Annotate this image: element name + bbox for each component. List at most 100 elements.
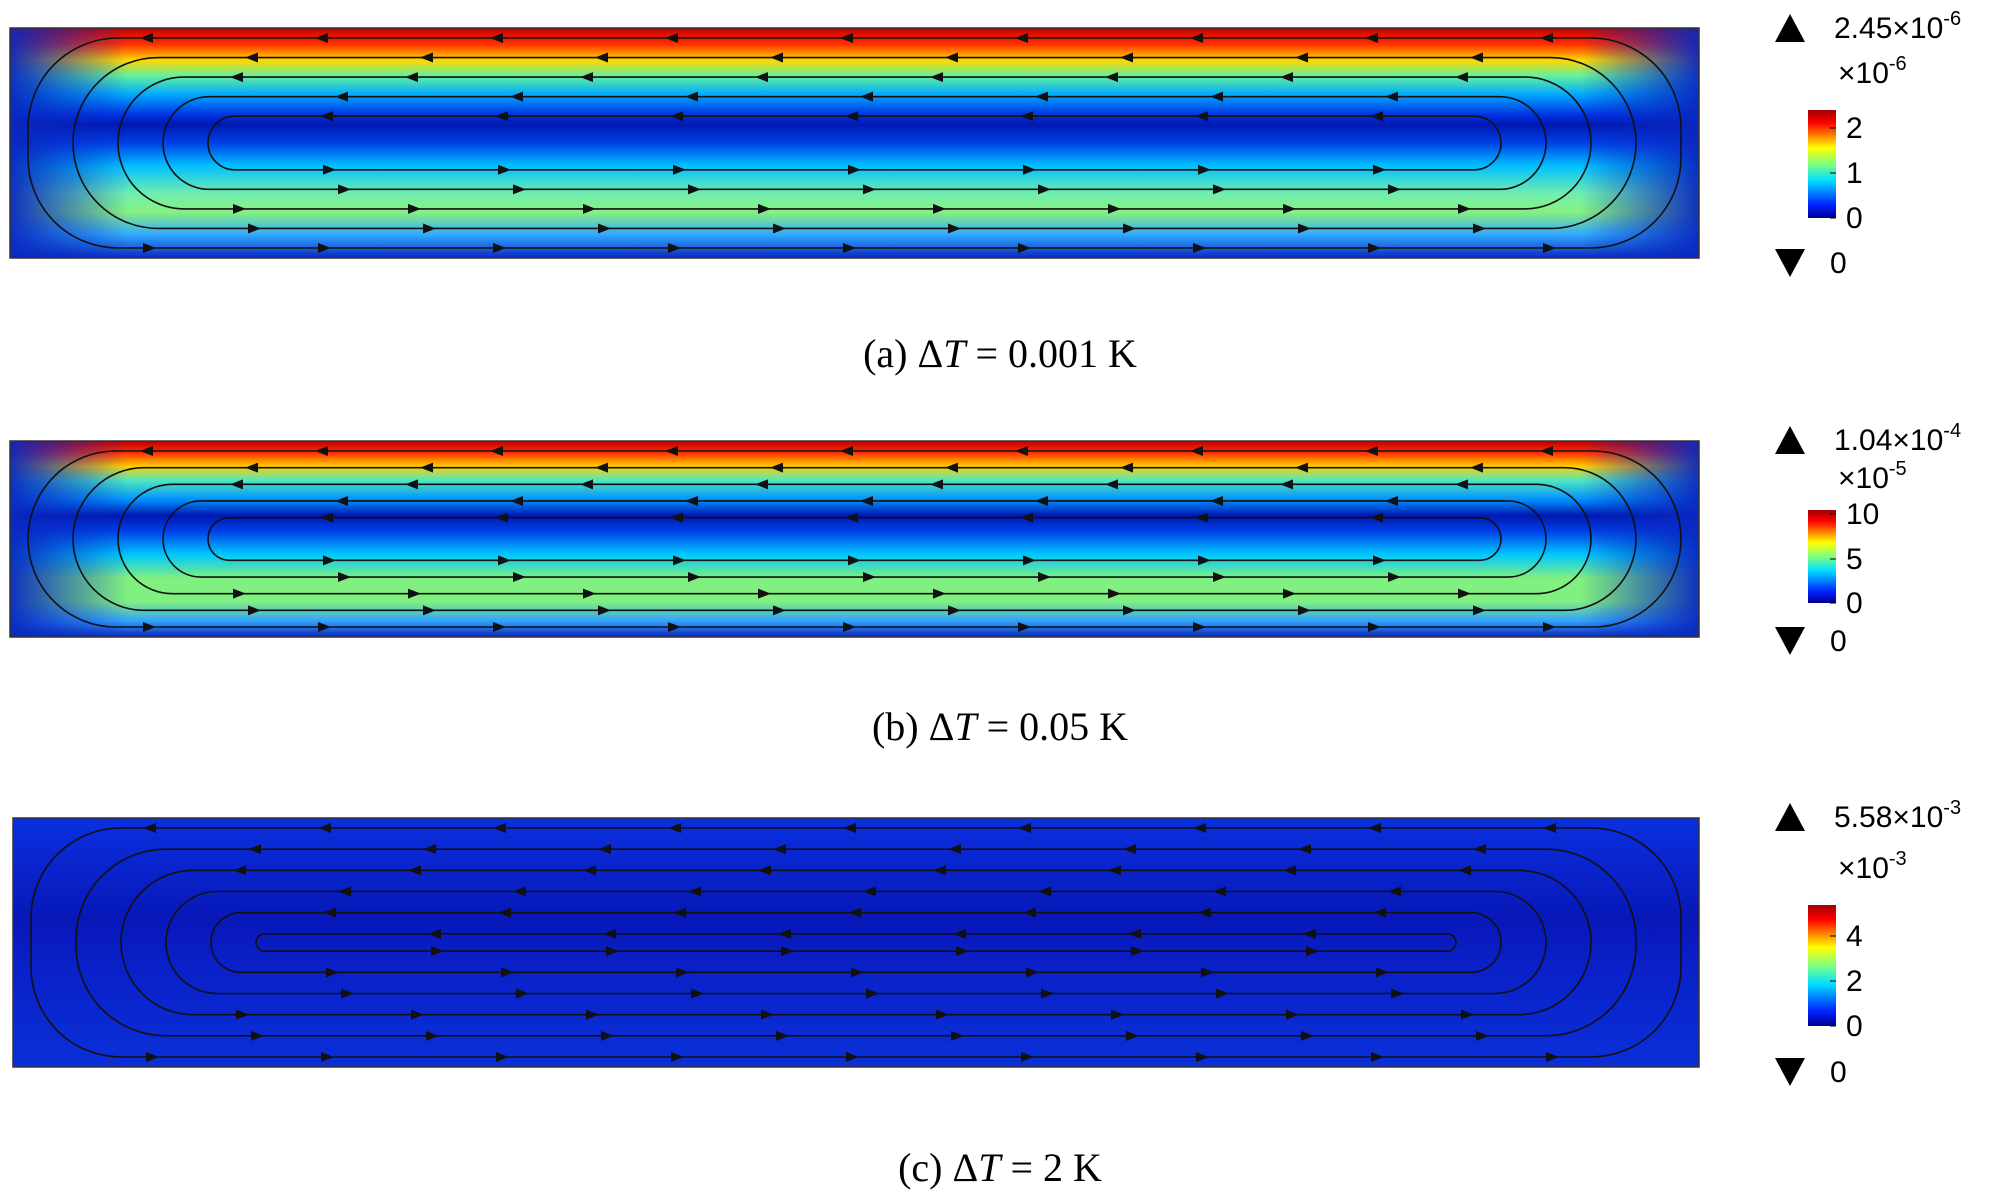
stream-arrow <box>1455 72 1468 83</box>
stream-arrow <box>1368 243 1381 253</box>
stream-arrow <box>676 967 689 978</box>
colorbar-tick-label: 0 <box>1846 587 1863 620</box>
stream-arrow <box>673 555 686 566</box>
max-mantissa: 2.45×10 <box>1834 12 1943 45</box>
stream-arrow <box>845 111 858 122</box>
stream-arrow <box>233 203 246 214</box>
stream-arrow <box>691 988 704 999</box>
stream-arrow <box>1385 495 1398 506</box>
stream-arrow <box>1120 52 1133 63</box>
stream-arrow <box>1035 91 1048 102</box>
stream-arrow <box>1038 572 1051 583</box>
stream-arrow <box>755 479 768 490</box>
max-exponent: -4 <box>1943 420 1961 442</box>
stream-arrow <box>848 164 861 175</box>
stream-arrow <box>408 865 421 876</box>
stream-arrow <box>598 223 611 234</box>
caption-prefix: (c) Δ <box>898 1145 978 1190</box>
stream-arrow <box>770 52 783 63</box>
stream-arrow <box>848 907 861 918</box>
stream-arrow <box>1368 823 1381 833</box>
stream-arrow <box>665 446 678 456</box>
streamline <box>117 76 1592 210</box>
stream-arrow <box>1303 928 1316 939</box>
stream-arrow <box>1128 928 1141 939</box>
streamline <box>72 466 1637 612</box>
stream-arrow <box>1391 988 1404 999</box>
stream-arrow <box>580 479 593 490</box>
stream-arrow <box>1370 512 1383 523</box>
stream-arrow <box>863 886 876 897</box>
streamline <box>162 95 1547 191</box>
stream-arrow <box>685 91 698 102</box>
stream-arrow <box>405 479 418 490</box>
caption: (c) ΔT = 2 K <box>898 1145 1102 1190</box>
max-triangle <box>1775 803 1805 831</box>
stream-arrow <box>583 203 596 214</box>
min-label: 0 <box>1830 1056 1847 1089</box>
stream-arrow <box>423 844 436 855</box>
colorbar <box>1808 510 1836 603</box>
stream-arrow <box>688 184 701 195</box>
stream-arrow <box>1196 1052 1209 1062</box>
field-border <box>12 817 1700 1068</box>
stream-arrow <box>1021 1052 1034 1062</box>
stream-arrow <box>1210 91 1223 102</box>
stream-arrow <box>1108 588 1121 599</box>
stream-arrow <box>1023 555 1036 566</box>
stream-arrow <box>408 588 421 599</box>
stream-arrow <box>1301 1030 1314 1041</box>
stream-arrow <box>1195 512 1208 523</box>
stream-arrow <box>420 52 433 63</box>
stream-arrow <box>1388 184 1401 195</box>
stream-arrow <box>493 823 506 833</box>
stream-arrow <box>496 1052 509 1062</box>
max-label: 2.45×10-6 <box>1834 8 1961 45</box>
min-triangle <box>1775 1058 1805 1086</box>
stream-arrow <box>606 946 619 957</box>
stream-arrow <box>688 886 701 897</box>
caption-suffix: = 0.001 K <box>965 331 1137 376</box>
stream-arrow <box>1193 622 1206 632</box>
stream-arrow <box>143 823 156 833</box>
stream-arrow <box>1023 907 1036 918</box>
stream-arrow <box>1283 588 1296 599</box>
stream-arrow <box>1365 446 1378 456</box>
max-label: 1.04×10-4 <box>1834 420 1961 457</box>
stream-arrow <box>956 946 969 957</box>
stream-arrow <box>951 1030 964 1041</box>
stream-arrow <box>1470 462 1483 473</box>
stream-arrow <box>1370 111 1383 122</box>
stream-arrow <box>603 928 616 939</box>
stream-arrow <box>688 572 701 583</box>
stream-arrow <box>341 988 354 999</box>
stream-arrow <box>758 203 771 214</box>
stream-arrow <box>1216 988 1229 999</box>
stream-arrow <box>245 462 258 473</box>
min-label: 0 <box>1830 247 1847 280</box>
stream-arrow <box>595 462 608 473</box>
stream-arrow <box>1020 111 1033 122</box>
min-triangle <box>1775 249 1805 277</box>
multiplier: ×10-6 <box>1838 53 1907 90</box>
multiplier-base: ×10 <box>1838 57 1889 90</box>
caption-symbol: T <box>978 1145 1003 1190</box>
stream-arrow <box>493 243 506 253</box>
stream-arrow <box>673 907 686 918</box>
stream-arrow <box>761 1009 774 1020</box>
stream-arrow <box>945 52 958 63</box>
stream-arrow <box>501 967 514 978</box>
stream-arrow <box>323 907 336 918</box>
stream-arrow <box>335 91 348 102</box>
multiplier: ×10-5 <box>1838 458 1907 495</box>
streamline <box>165 890 1547 995</box>
stream-arrow <box>773 844 786 855</box>
stream-arrow <box>1540 446 1553 456</box>
stream-arrow <box>863 572 876 583</box>
streamline <box>255 933 1457 952</box>
max-label: 5.58×10-3 <box>1834 797 1961 834</box>
stream-arrow <box>595 52 608 63</box>
